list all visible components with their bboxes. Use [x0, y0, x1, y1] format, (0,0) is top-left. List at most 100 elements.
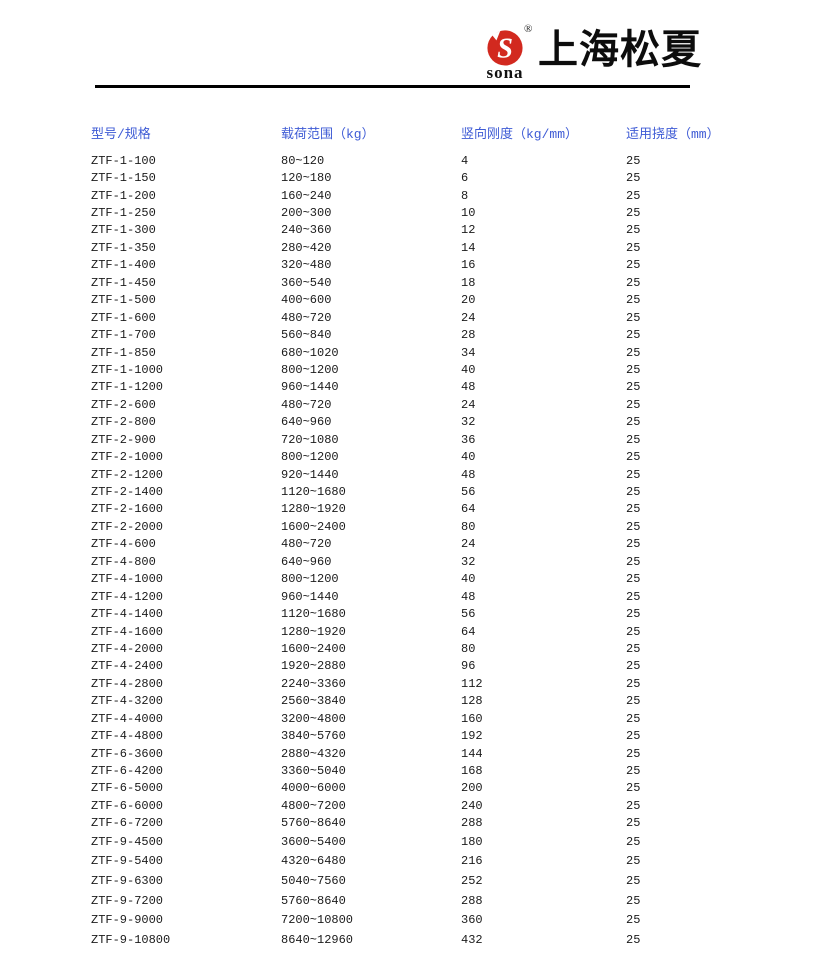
- cell-model: ZTF-4-1200: [91, 589, 164, 604]
- table-row: ZTF-1-1200 960~1440 48 25: [91, 379, 739, 396]
- cell-model: ZTF-1-850: [91, 345, 156, 360]
- cell-vertical-stiffness: 6: [461, 171, 469, 186]
- cell-load-range: 2880~4320: [281, 746, 346, 761]
- cell-applicable-deflection: 25: [626, 240, 641, 255]
- cell-load-range: 800~1200: [281, 450, 339, 465]
- table-row: ZTF-4-1200 960~1440 48 25: [91, 588, 739, 605]
- table-row: ZTF-2-1200 920~1440 48 25: [91, 466, 739, 483]
- cell-vertical-stiffness: 160: [461, 711, 483, 726]
- cell-model: ZTF-6-4200: [91, 764, 164, 779]
- cell-applicable-deflection: 25: [626, 432, 641, 447]
- cell-applicable-deflection: 25: [626, 746, 641, 761]
- cell-applicable-deflection: 25: [626, 206, 641, 221]
- cell-load-range: 5760~8640: [281, 893, 346, 908]
- cell-load-range: 800~1200: [281, 362, 339, 377]
- cell-model: ZTF-1-700: [91, 328, 156, 343]
- table-row: ZTF-1-1000 800~1200 40 25: [91, 361, 739, 378]
- cell-model: ZTF-2-900: [91, 432, 156, 447]
- table-row: ZTF-4-1600 1280~1920 64 25: [91, 623, 739, 640]
- table-row: ZTF-4-3200 2560~3840 128 25: [91, 693, 739, 710]
- cell-load-range: 3200~4800: [281, 711, 346, 726]
- cell-applicable-deflection: 25: [626, 275, 641, 290]
- table-row: ZTF-4-4000 3200~4800 160 25: [91, 710, 739, 727]
- cell-load-range: 4320~6480: [281, 854, 346, 869]
- cell-load-range: 160~240: [281, 188, 332, 203]
- cell-applicable-deflection: 25: [626, 711, 641, 726]
- cell-load-range: 4800~7200: [281, 798, 346, 813]
- cell-vertical-stiffness: 180: [461, 834, 483, 849]
- table-row: ZTF-2-1400 1120~1680 56 25: [91, 483, 739, 500]
- cell-model: ZTF-1-1200: [91, 380, 164, 395]
- cell-load-range: 1120~1680: [281, 607, 346, 622]
- cell-model: ZTF-1-400: [91, 258, 156, 273]
- cell-model: ZTF-2-1200: [91, 467, 164, 482]
- cell-applicable-deflection: 25: [626, 874, 641, 889]
- table-row: ZTF-4-2800 2240~3360 112 25: [91, 675, 739, 692]
- cell-load-range: 800~1200: [281, 572, 339, 587]
- table-row: ZTF-4-600 480~720 24 25: [91, 536, 739, 553]
- cell-load-range: 120~180: [281, 171, 332, 186]
- cell-model: ZTF-2-1600: [91, 502, 164, 517]
- cell-model: ZTF-6-6000: [91, 798, 164, 813]
- cell-load-range: 3360~5040: [281, 764, 346, 779]
- cell-load-range: 960~1440: [281, 589, 339, 604]
- table-row: ZTF-9-5400 4320~6480 216 25: [91, 852, 739, 872]
- cell-vertical-stiffness: 288: [461, 893, 483, 908]
- table-row: ZTF-6-6000 4800~7200 240 25: [91, 797, 739, 814]
- cell-load-range: 960~1440: [281, 380, 339, 395]
- table-row: ZTF-2-800 640~960 32 25: [91, 414, 739, 431]
- cell-vertical-stiffness: 56: [461, 607, 476, 622]
- sona-logo-icon: S: [486, 28, 524, 66]
- cell-load-range: 1280~1920: [281, 502, 346, 517]
- cell-model: ZTF-4-2400: [91, 659, 164, 674]
- cell-load-range: 1920~2880: [281, 659, 346, 674]
- cell-applicable-deflection: 25: [626, 519, 641, 534]
- cell-model: ZTF-1-100: [91, 153, 156, 168]
- cell-vertical-stiffness: 240: [461, 798, 483, 813]
- table-row: ZTF-4-1400 1120~1680 56 25: [91, 605, 739, 622]
- cell-vertical-stiffness: 56: [461, 485, 476, 500]
- cell-applicable-deflection: 25: [626, 729, 641, 744]
- cell-model: ZTF-1-200: [91, 188, 156, 203]
- cell-vertical-stiffness: 288: [461, 816, 483, 831]
- cell-applicable-deflection: 25: [626, 913, 641, 928]
- cell-model: ZTF-1-600: [91, 310, 156, 325]
- cell-applicable-deflection: 25: [626, 893, 641, 908]
- cell-applicable-deflection: 25: [626, 624, 641, 639]
- cell-load-range: 1600~2400: [281, 519, 346, 534]
- cell-vertical-stiffness: 40: [461, 362, 476, 377]
- cell-applicable-deflection: 25: [626, 676, 641, 691]
- cell-model: ZTF-1-450: [91, 275, 156, 290]
- cell-load-range: 2560~3840: [281, 694, 346, 709]
- cell-vertical-stiffness: 18: [461, 275, 476, 290]
- table-row: ZTF-1-200 160~240 8 25: [91, 187, 739, 204]
- cell-model: ZTF-4-1400: [91, 607, 164, 622]
- cell-applicable-deflection: 25: [626, 310, 641, 325]
- cell-model: ZTF-9-6300: [91, 874, 164, 889]
- cell-vertical-stiffness: 16: [461, 258, 476, 273]
- cell-applicable-deflection: 25: [626, 781, 641, 796]
- cell-vertical-stiffness: 252: [461, 874, 483, 889]
- cell-applicable-deflection: 25: [626, 659, 641, 674]
- header-vertical-stiffness: 竖向刚度（kg/mm）: [461, 126, 579, 142]
- cell-model: ZTF-4-600: [91, 537, 156, 552]
- table-row: ZTF-2-2000 1600~2400 80 25: [91, 518, 739, 535]
- cell-load-range: 560~840: [281, 328, 332, 343]
- cell-vertical-stiffness: 192: [461, 729, 483, 744]
- cell-model: ZTF-4-800: [91, 554, 156, 569]
- cell-applicable-deflection: 25: [626, 450, 641, 465]
- table-row: ZTF-2-600 480~720 24 25: [91, 396, 739, 413]
- cell-load-range: 400~600: [281, 293, 332, 308]
- cell-load-range: 3840~5760: [281, 729, 346, 744]
- cell-load-range: 5040~7560: [281, 874, 346, 889]
- cell-model: ZTF-9-7200: [91, 893, 164, 908]
- cell-model: ZTF-9-10800: [91, 932, 171, 947]
- cell-vertical-stiffness: 40: [461, 450, 476, 465]
- header-model: 型号/规格: [91, 126, 151, 142]
- table-row: ZTF-2-1000 800~1200 40 25: [91, 448, 739, 465]
- cell-vertical-stiffness: 34: [461, 345, 476, 360]
- cell-vertical-stiffness: 24: [461, 397, 476, 412]
- cell-load-range: 7200~10800: [281, 913, 354, 928]
- cell-load-range: 1600~2400: [281, 641, 346, 656]
- table-row: ZTF-1-250 200~300 10 25: [91, 204, 739, 221]
